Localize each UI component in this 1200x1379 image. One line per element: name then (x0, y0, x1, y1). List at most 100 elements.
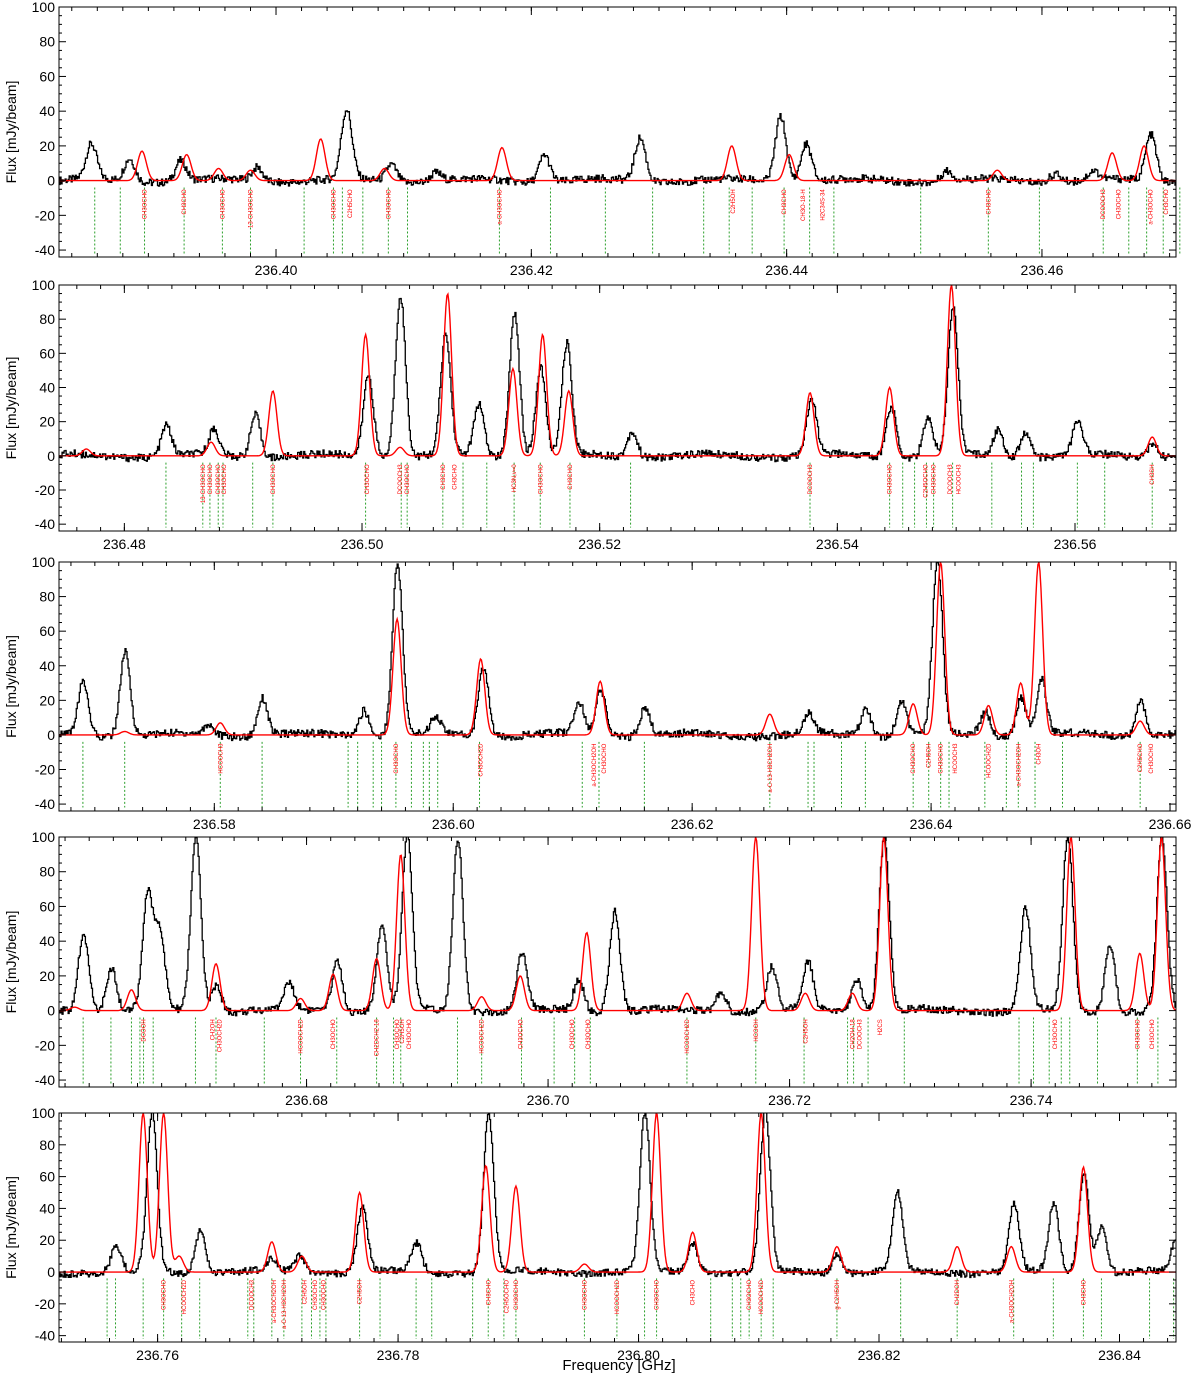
transition-label: CH3OCHO (1149, 743, 1155, 773)
transition-label: CH3OCHO (395, 1019, 401, 1049)
y-tick-label: 20 (39, 692, 55, 708)
transition-label: CH3O-18-H (801, 189, 807, 221)
transition-label: HCOOCH2D (182, 1279, 188, 1314)
transition-label: CH3OCHO (394, 743, 400, 773)
transition-label: CH3OCHO (143, 189, 149, 219)
transition-label: DCOOCH3 (249, 1279, 255, 1310)
y-axis-label: Flux [mJy/beam] (3, 635, 19, 738)
transition-label: CH3OCHO (602, 743, 608, 773)
transition-label: CH3OCHO (407, 1019, 413, 1049)
model-spectrum-line (59, 562, 1176, 736)
x-tick-label: 236.50 (341, 536, 384, 552)
y-tick-label: 80 (39, 589, 55, 605)
x-tick-label: 236.42 (510, 262, 553, 278)
x-tick-label: 236.48 (103, 536, 146, 552)
y-tick-label: 100 (32, 277, 56, 293)
transition-label: a-CH3OCHO (497, 189, 503, 225)
transition-label: C2H5OCHO (504, 1280, 510, 1314)
transition-label: CH3OCHO (208, 464, 214, 494)
x-tick-label: 236.82 (858, 1347, 901, 1363)
y-tick-label: 0 (47, 1003, 55, 1019)
plot-frame (58, 836, 1177, 1088)
observed-spectrum-line (59, 110, 1176, 187)
transition-label: HCOOCH2D (615, 1279, 621, 1314)
transition-label: CH3OCHO (331, 189, 337, 219)
transition-label: 13-CH3OCHO (248, 189, 254, 228)
y-tick-label: 20 (39, 968, 55, 984)
transition-label: CH3OCHO (331, 1019, 337, 1049)
transition-label: DCOOCH3 (858, 1019, 864, 1050)
x-axis-label: Frequency [GHz] (562, 1357, 675, 1374)
y-tick-label: 80 (39, 1137, 55, 1153)
y-tick-label: 40 (39, 380, 55, 396)
y-tick-label: -40 (35, 516, 55, 532)
transition-label: CH3OCHO (405, 464, 411, 494)
model-spectrum-line (59, 1113, 1176, 1273)
transition-label: CH3SH (1150, 464, 1156, 484)
x-tick-label: 236.40 (255, 262, 298, 278)
y-tick-label: 80 (39, 864, 55, 880)
transition-label: CH3OCHO (911, 743, 917, 773)
transition-label: DCOOCH3 (948, 464, 954, 495)
transition-label: CH3CHO (182, 189, 188, 215)
transition-label: DCOOH (142, 1019, 148, 1041)
transition-label: CH3CHO (986, 189, 992, 215)
transition-label: HCOOCH3 (953, 743, 959, 774)
y-tick-label: 40 (39, 933, 55, 949)
x-tick-label: 236.68 (285, 1092, 328, 1108)
transition-label: C2H5OH (803, 1019, 809, 1043)
transition-label: CH3OCHO (1150, 1019, 1156, 1049)
transition-label: CH3OCHO (222, 464, 228, 494)
x-tick-label: 236.54 (816, 536, 859, 552)
transition-label: CH3CHO (568, 464, 574, 490)
y-tick-label: -20 (35, 482, 55, 498)
plot-frame (58, 1112, 1177, 1343)
transition-label: HCOOCH2D (480, 1019, 486, 1054)
panel-1: CH3OCHO CH3CHO CH3OCHO 13-CH3OCHO CH3OCHO C2H… (3, 0, 1181, 278)
transition-label: H2C34S-34 (820, 189, 826, 221)
y-tick-label: 0 (47, 448, 55, 464)
transition-label: HCOOCH2D (299, 1019, 305, 1054)
y-tick-label: 80 (39, 311, 55, 327)
x-tick-label: 236.84 (1098, 1347, 1141, 1363)
transition-label: H2CS (878, 1019, 884, 1035)
x-tick-label: 236.74 (1010, 1092, 1053, 1108)
y-tick-label: 20 (39, 138, 55, 154)
panel-4: DCOOH CH2OH CH3OCH2D HCOOCH2D CH3OCHO CH2DCH2… (3, 829, 1177, 1108)
transition-label: CH3CHO (453, 464, 459, 490)
transition-label: C2H5CHO (348, 189, 354, 218)
y-tick-label: 60 (39, 898, 55, 914)
transition-label: DCOOCH3 (808, 464, 814, 495)
transition-label: CH3OCHO (538, 464, 544, 494)
transition-label: CH2DOH (955, 1280, 961, 1305)
panel-3: HCOOCH3 CH3OCHO CH3OCH2D a-CH3OCH2OH CH3OCHO… (3, 554, 1192, 832)
transition-label: a-CH3OCH2OH (272, 1280, 278, 1323)
transition-label: HCOOCH3 (957, 464, 963, 495)
model-spectrum-line (59, 138, 1176, 182)
observed-spectrum-line (59, 297, 1176, 463)
transition-label: CH3OCHO (655, 1280, 661, 1310)
model-spectrum-line (59, 837, 1176, 1012)
transition-label: CH3OCHO (939, 743, 945, 773)
observed-spectrum-line (59, 562, 1176, 742)
x-tick-label: 236.46 (1021, 262, 1064, 278)
transition-label: 13-CH3OCHO (201, 464, 207, 503)
transition-label: CH3OCHO (313, 1280, 319, 1310)
transition-label: CH3OCHO (570, 1019, 576, 1049)
y-tick-label: 100 (32, 554, 56, 570)
plot-frame (58, 561, 1177, 812)
transition-label: HC3N,v=0 (512, 464, 518, 493)
transition-label: CH3OCHO (220, 189, 226, 219)
y-tick-label: 80 (39, 34, 55, 50)
transition-label: C2H5OH (731, 189, 737, 213)
y-tick-label: 40 (39, 103, 55, 119)
transition-label: CH3OCHO (386, 189, 392, 219)
y-tick-label: -20 (35, 1296, 55, 1312)
transition-label: a-C-13-H3CH2OH (282, 1280, 288, 1329)
transition-label: C2H5OCHO (923, 464, 929, 498)
transition-label: g-C2H5OH (835, 1280, 841, 1310)
x-tick-label: 236.72 (768, 1092, 811, 1108)
transition-label: CH3OCHO (1135, 1019, 1141, 1049)
transition-label: CH3OCH2D (479, 743, 485, 777)
